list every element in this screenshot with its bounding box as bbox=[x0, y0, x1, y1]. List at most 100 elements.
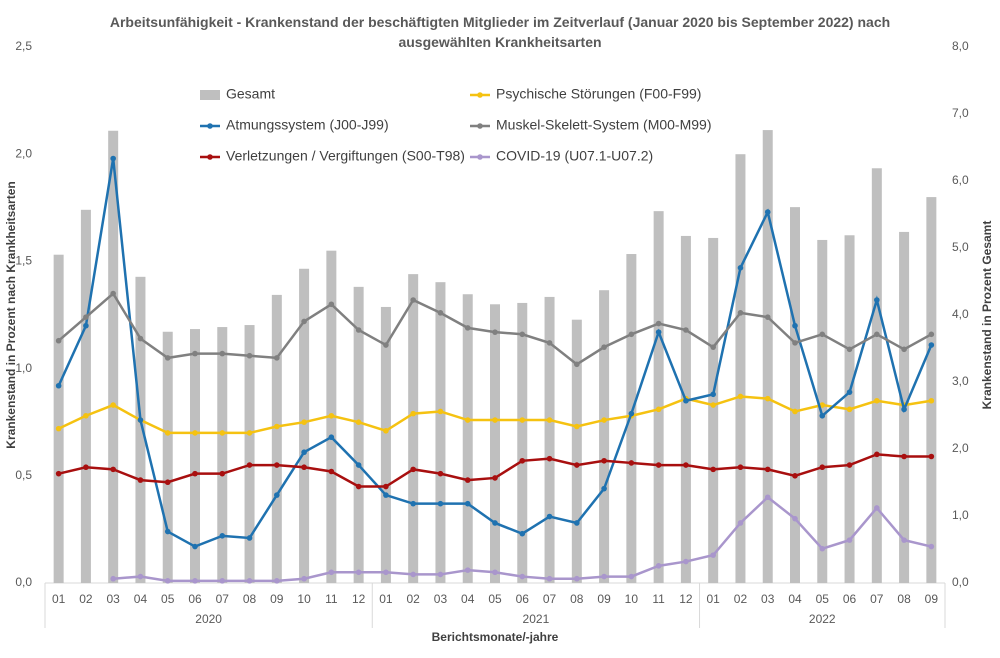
bar bbox=[735, 154, 746, 583]
point bbox=[219, 533, 226, 539]
point bbox=[55, 425, 62, 432]
point bbox=[137, 573, 144, 580]
point bbox=[764, 209, 771, 215]
point bbox=[737, 393, 744, 400]
point bbox=[55, 382, 62, 389]
bar bbox=[162, 331, 173, 583]
point bbox=[819, 331, 826, 338]
point bbox=[764, 466, 771, 473]
point bbox=[655, 563, 662, 569]
point bbox=[410, 500, 416, 507]
x-tick-label: 10 bbox=[297, 592, 311, 606]
legend-swatch bbox=[207, 154, 213, 160]
point bbox=[628, 573, 635, 580]
point bbox=[737, 310, 744, 316]
point bbox=[655, 406, 662, 413]
point bbox=[55, 470, 62, 477]
point bbox=[519, 530, 526, 537]
y2-tick-label: 6,0 bbox=[952, 173, 969, 187]
point bbox=[301, 464, 307, 471]
point bbox=[655, 462, 662, 468]
legend-label: Psychische Störungen (F00-F99) bbox=[496, 86, 701, 102]
point bbox=[683, 462, 689, 468]
legend-swatch bbox=[477, 123, 483, 129]
point bbox=[683, 327, 689, 333]
point bbox=[519, 331, 526, 338]
point bbox=[819, 545, 826, 552]
point bbox=[574, 423, 580, 430]
bar bbox=[926, 197, 937, 583]
x-tick-label: 11 bbox=[325, 592, 338, 606]
point bbox=[83, 412, 89, 419]
point bbox=[464, 477, 471, 483]
point bbox=[355, 483, 362, 490]
point bbox=[164, 578, 171, 584]
legend-label: Muskel-Skelett-System (M00-M99) bbox=[496, 117, 712, 133]
bar bbox=[762, 130, 773, 583]
point bbox=[846, 462, 853, 468]
point bbox=[410, 410, 416, 417]
point bbox=[492, 417, 498, 423]
point bbox=[164, 479, 171, 486]
bar bbox=[190, 329, 200, 583]
point bbox=[355, 569, 362, 576]
point bbox=[301, 318, 307, 325]
point bbox=[792, 322, 798, 329]
x-tick-label: 08 bbox=[897, 592, 911, 606]
legend-swatch bbox=[200, 90, 220, 100]
bar bbox=[80, 209, 91, 583]
x-tick-label: 04 bbox=[461, 592, 475, 606]
point bbox=[683, 558, 689, 565]
point bbox=[492, 569, 498, 576]
point bbox=[192, 430, 198, 436]
point bbox=[464, 567, 471, 573]
x-tick-label: 03 bbox=[761, 592, 775, 606]
point bbox=[710, 344, 716, 350]
point bbox=[601, 457, 607, 464]
point bbox=[301, 575, 307, 582]
point bbox=[383, 342, 389, 348]
point bbox=[519, 457, 526, 464]
point bbox=[301, 419, 307, 426]
point bbox=[383, 569, 389, 576]
point bbox=[464, 325, 471, 331]
point bbox=[874, 397, 880, 404]
point bbox=[928, 397, 935, 404]
bar bbox=[490, 304, 500, 583]
x-tick-label: 09 bbox=[270, 592, 284, 606]
point bbox=[846, 346, 853, 353]
point bbox=[601, 485, 607, 492]
point bbox=[655, 320, 662, 327]
point bbox=[874, 451, 880, 458]
point bbox=[328, 569, 335, 576]
bar bbox=[217, 327, 228, 583]
point bbox=[110, 575, 116, 582]
point bbox=[192, 470, 198, 477]
y2-tick-label: 4,0 bbox=[952, 307, 969, 321]
point bbox=[737, 265, 744, 271]
point bbox=[764, 314, 771, 320]
bar bbox=[435, 282, 446, 583]
x-tick-label: 09 bbox=[597, 592, 611, 606]
point bbox=[492, 520, 498, 526]
bar bbox=[299, 268, 310, 583]
legend-label: COVID-19 (U07.1-U07.2) bbox=[496, 148, 653, 164]
bar bbox=[353, 286, 364, 583]
point bbox=[55, 337, 62, 344]
point bbox=[437, 470, 444, 477]
x-tick-label: 02 bbox=[734, 592, 748, 606]
point bbox=[546, 513, 553, 520]
point bbox=[601, 573, 607, 580]
point bbox=[819, 412, 826, 419]
point bbox=[846, 389, 853, 395]
point bbox=[192, 578, 198, 584]
y-tick-label: 2,5 bbox=[15, 39, 32, 53]
legend-label: Gesamt bbox=[226, 86, 275, 102]
legend-swatch bbox=[477, 154, 483, 160]
point bbox=[764, 395, 771, 402]
x-tick-label: 04 bbox=[134, 592, 148, 606]
point bbox=[219, 430, 226, 436]
x-tick-label: 06 bbox=[188, 592, 202, 606]
